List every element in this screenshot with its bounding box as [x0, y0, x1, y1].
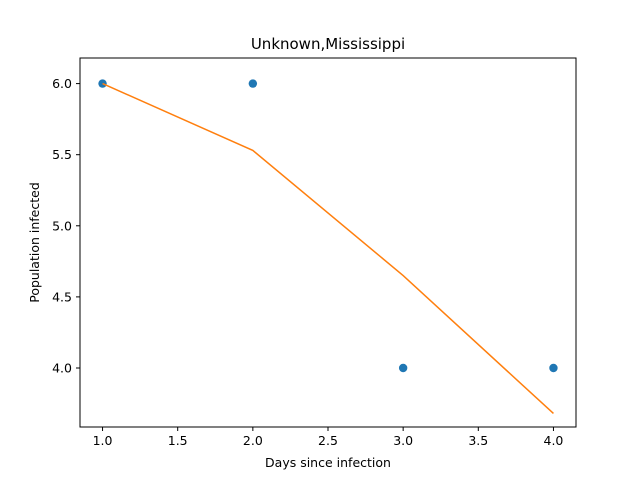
x-tick-label: 4.0 [544, 433, 564, 448]
y-tick-label: 4.0 [52, 360, 72, 375]
data-point [98, 79, 107, 88]
y-tick-label: 6.0 [52, 76, 72, 91]
x-tick-label: 2.5 [318, 433, 338, 448]
x-axis-title: Days since infection [265, 455, 391, 470]
y-axis-title: Population infected [27, 182, 42, 303]
data-point [248, 79, 258, 88]
data-point [549, 363, 558, 373]
x-tick-label: 3.0 [393, 433, 413, 448]
x-tick-label: 1.5 [168, 433, 188, 448]
x-tick-label: 2.0 [243, 433, 263, 448]
y-tick-label: 5.5 [52, 147, 72, 162]
fit-line [102, 82, 554, 415]
x-tick-label: 3.5 [468, 433, 488, 448]
chart-title: Unknown,Mississippi [251, 35, 405, 53]
x-tick-label: 1.0 [93, 433, 113, 448]
x-axis: 1.0 1.5 2.0 2.5 3.0 3.5 4.0 [93, 427, 564, 448]
y-axis: 4.0 4.5 5.0 5.5 6.0 [52, 76, 80, 375]
plot-area [98, 79, 558, 415]
axes-frame [79, 57, 577, 428]
y-tick-label: 5.0 [52, 218, 72, 233]
y-tick-label: 4.5 [52, 289, 72, 304]
data-point [398, 363, 408, 373]
